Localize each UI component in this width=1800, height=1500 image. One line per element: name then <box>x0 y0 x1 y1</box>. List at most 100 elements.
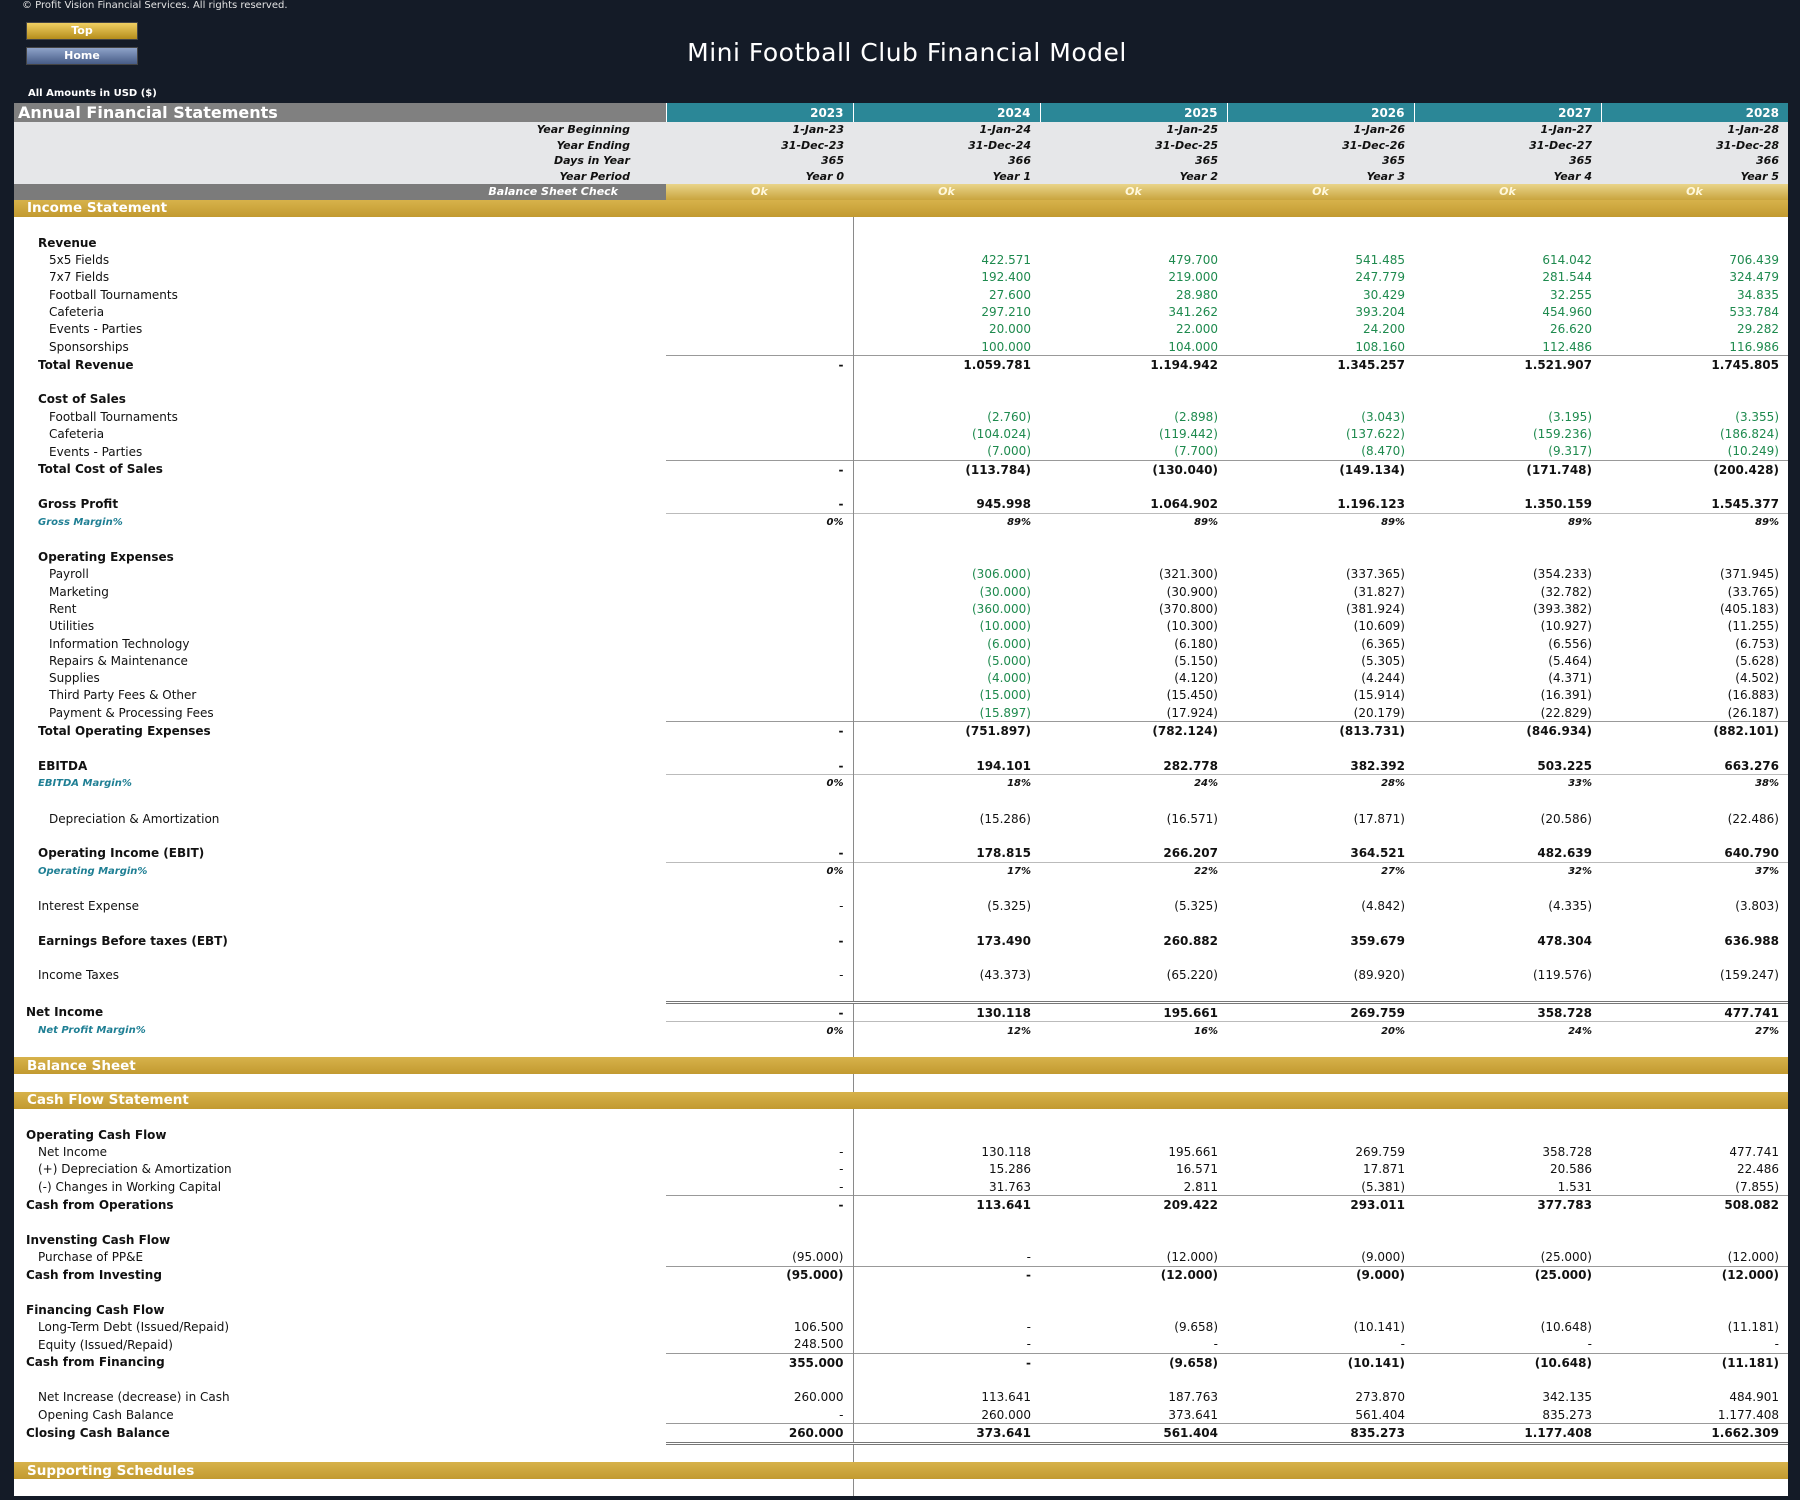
year-header: 2023 <box>665 103 853 122</box>
cell-value: - <box>1774 1337 1779 1352</box>
empty-cell <box>852 531 1040 549</box>
check-value: Ok <box>853 184 1040 200</box>
check-row: Balance Sheet Check Ok Ok Ok Ok Ok Ok <box>14 184 1788 200</box>
cell-value: 195.661 <box>1040 1001 1227 1022</box>
cell-value: (25.000) <box>1540 1249 1592 1264</box>
blank-row <box>14 880 1788 898</box>
cell-value: 636.988 <box>1724 933 1779 948</box>
group-heading: Revenue <box>38 235 97 250</box>
cell-value: (360.000) <box>852 600 1040 618</box>
cell-value <box>666 600 853 617</box>
cell-value: (16.571) <box>1166 811 1218 826</box>
empty-cell <box>852 1443 1040 1462</box>
cell-value: (15.897) <box>852 704 1040 722</box>
empty-cell <box>1414 217 1601 234</box>
item-row: Information Technology (6.000) (6.180) (6.3… <box>14 634 1788 653</box>
empty-cell <box>1414 827 1601 844</box>
cell-value: 1.350.159 <box>1524 497 1592 512</box>
item-label: Utilities <box>49 619 95 634</box>
home-button[interactable]: Home <box>26 47 138 65</box>
cell-value: 12% <box>852 1021 1040 1040</box>
item-row: Events - Parties (7.000) (7.700) (8.470) (9.… <box>14 442 1788 461</box>
cell-value <box>666 704 853 722</box>
cell-value: (16.883) <box>1727 688 1779 703</box>
empty-cell <box>666 548 853 565</box>
blank-row <box>14 531 1788 549</box>
cell-value: 1.177.408 <box>1717 1407 1779 1422</box>
empty-cell <box>14 1371 666 1388</box>
cell-value: (137.622) <box>1346 427 1405 441</box>
item-row: Opening Cash Balance -260.000 373.641 561.4… <box>14 1405 1788 1424</box>
cell-value: 32% <box>1414 861 1601 881</box>
group-heading: Cost of Sales <box>38 392 126 407</box>
cell-value: (149.134) <box>1227 459 1414 479</box>
empty-cell <box>1414 949 1601 966</box>
cell-value: 561.404 <box>1040 1423 1227 1445</box>
heading-row: Operating Expenses <box>14 548 1788 566</box>
empty-cell <box>14 1479 666 1496</box>
empty-cell <box>666 793 853 810</box>
cell-value: - <box>1213 1337 1218 1352</box>
cell-value: 614.042 <box>1542 253 1592 268</box>
top-button[interactable]: Top <box>26 22 138 40</box>
cell-value <box>666 251 853 268</box>
empty-cell <box>1414 793 1601 810</box>
cell-value: (7.000) <box>852 442 1040 461</box>
cell-value: (20.179) <box>1353 705 1405 720</box>
cell-value: (4.335) <box>1548 899 1592 914</box>
cell-value: 324.479 <box>1729 270 1779 285</box>
cell-value: 28% <box>1227 774 1414 793</box>
cell-value: 104.000 <box>1168 339 1218 354</box>
cell-value: 477.741 <box>1729 1145 1779 1160</box>
cell-value: 17.871 <box>1363 1162 1405 1177</box>
cell-value: 27% <box>1227 861 1414 881</box>
empty-cell <box>14 217 666 234</box>
cell-value: (30.000) <box>852 583 1040 601</box>
cell-value: (354.233) <box>1533 567 1592 582</box>
cell-value: (171.748) <box>1414 459 1601 479</box>
cell-value: (393.382) <box>1533 601 1592 616</box>
empty-cell <box>1227 1109 1414 1126</box>
item-label: Events - Parties <box>49 322 143 337</box>
empty-cell <box>1414 740 1601 757</box>
cell-value: 15.286 <box>852 1160 1040 1179</box>
empty-cell <box>666 1109 853 1126</box>
cell-value: - <box>666 1001 853 1022</box>
item-label: Payroll <box>49 567 89 582</box>
cell-value: (20.586) <box>1540 811 1592 826</box>
item-label: Opening Cash Balance <box>38 1407 174 1422</box>
empty-cell <box>1227 373 1414 390</box>
year-header-row: Annual Financial Statements 2023 2024 2025 2… <box>14 103 1788 122</box>
heading-row: Invensting Cash Flow <box>14 1231 1788 1249</box>
cell-value: 22% <box>1040 861 1227 881</box>
empty-cell <box>666 373 853 390</box>
empty-cell <box>1040 1109 1227 1126</box>
meta-value: 1-Jan-28 <box>1601 122 1788 138</box>
empty-cell <box>1601 478 1788 495</box>
empty-cell <box>1601 1371 1788 1388</box>
cell-value: (95.000) <box>666 1265 853 1284</box>
heading-row: Operating Cash Flow <box>14 1126 1788 1144</box>
section-header-row: Balance Sheet <box>14 1057 1788 1075</box>
cell-value: (119.442) <box>1159 427 1218 441</box>
cell-value: 297.210 <box>852 303 1040 321</box>
empty-cell <box>852 1371 1040 1389</box>
section-title: Cash Flow Statement <box>14 1091 1788 1109</box>
cell-value: 195.661 <box>1168 1145 1218 1160</box>
empty-cell <box>1227 915 1414 932</box>
empty-cell <box>1040 793 1227 810</box>
cell-value: 89% <box>1601 512 1788 532</box>
cell-value: 24% <box>1040 774 1227 793</box>
total-row: Cash from Operations -113.641 209.422 293.0… <box>14 1195 1788 1214</box>
cell-value: (15.000) <box>852 686 1040 705</box>
empty-cell <box>14 478 666 495</box>
cell-value: - <box>666 355 853 374</box>
cell-value: 113.641 <box>852 1388 1040 1406</box>
cell-value: 358.728 <box>1542 1145 1592 1160</box>
cell-value: (4.120) <box>1174 671 1218 686</box>
cell-value: 173.490 <box>852 931 1040 950</box>
cell-value: 24% <box>1414 1021 1601 1040</box>
empty-cell <box>1601 1443 1788 1462</box>
cell-value <box>666 303 853 320</box>
meta-value: 31-Dec-23 <box>666 137 853 153</box>
